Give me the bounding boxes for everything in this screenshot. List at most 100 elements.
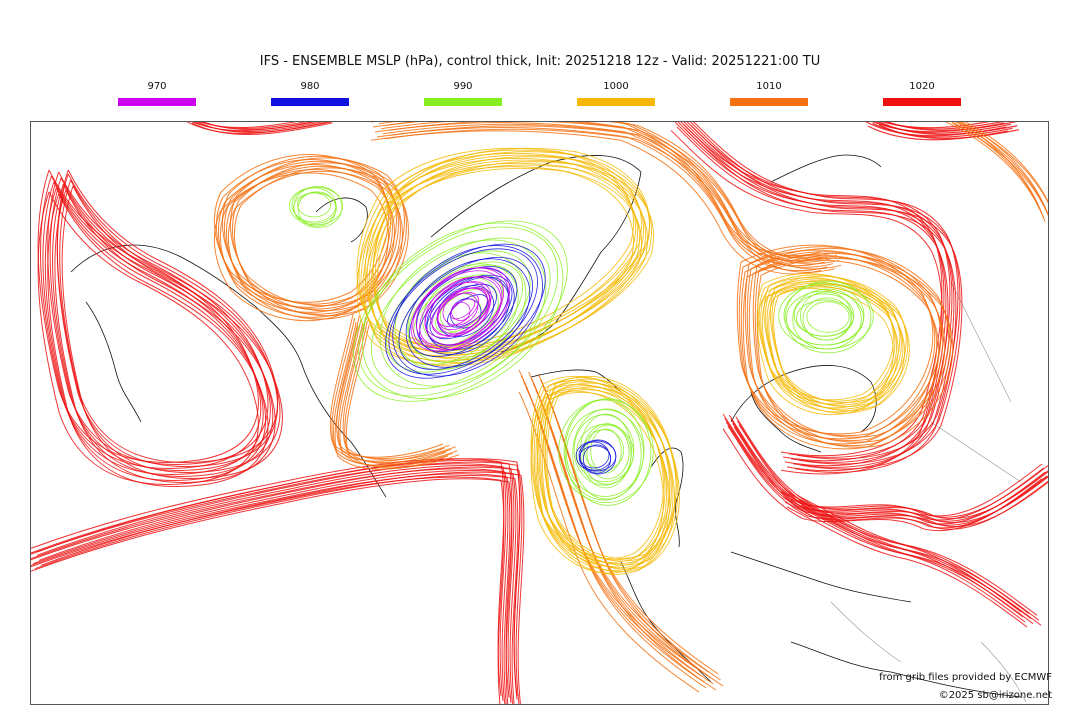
isobar-1020 (44, 187, 267, 481)
isobar-1010 (345, 324, 460, 469)
isobar-1020 (40, 175, 262, 469)
isobar-1020 (878, 124, 1020, 139)
isobar-1020 (42, 181, 264, 475)
isobar-990 (786, 290, 864, 346)
isobar-1020 (31, 476, 505, 704)
isobar-1020 (722, 428, 1043, 532)
isobar-1010 (374, 122, 826, 267)
isobar-1000 (760, 281, 898, 409)
isobar-1000 (356, 166, 634, 365)
isobar-990 (289, 186, 343, 226)
isobar-1020 (674, 122, 947, 467)
isobar-1020 (31, 468, 509, 704)
isobar-1020 (187, 122, 328, 134)
isobar-1020 (724, 417, 1044, 521)
isobar-1010 (955, 122, 1048, 216)
legend-item-1020: 1020 (882, 80, 962, 106)
isobar-970 (419, 276, 503, 347)
source-credit: from grib files provided by ECMWF (879, 672, 1052, 683)
isobar-990 (297, 191, 337, 227)
isobar-1020 (872, 122, 1005, 133)
isobar-1000 (763, 274, 901, 402)
isobar-990 (353, 220, 568, 402)
isobar-970 (437, 287, 488, 331)
legend-label: 1020 (909, 81, 935, 92)
legend-swatch (883, 98, 961, 106)
isobar-1020 (194, 122, 324, 132)
isobar-1010 (390, 125, 842, 270)
isobar-1000 (545, 382, 679, 566)
isobar-990 (558, 398, 654, 504)
isobar-1020 (733, 427, 1048, 530)
isobar-1010 (736, 244, 934, 435)
isobar-990 (796, 299, 854, 337)
isobar-1020 (38, 466, 523, 704)
isobar-1020 (54, 189, 276, 483)
isobar-1020 (31, 463, 507, 702)
isobar-970 (424, 276, 502, 346)
isobar-1020 (37, 169, 259, 463)
isobar-1020 (31, 473, 511, 704)
isobar-1020 (796, 494, 1038, 616)
isobar-990 (572, 408, 642, 500)
isobar-1020 (31, 465, 515, 703)
isobar-990 (583, 429, 625, 471)
isobar-970 (412, 270, 505, 349)
isobar-1020 (792, 503, 1034, 625)
isobar-990 (293, 186, 343, 229)
isobar-1000 (530, 390, 664, 574)
isobar-970 (430, 281, 491, 337)
isobar-1000 (769, 275, 907, 404)
isobar-1000 (372, 148, 650, 347)
legend-label: 1010 (756, 81, 782, 92)
isobar-980 (436, 285, 495, 338)
isobar-1000 (543, 375, 677, 559)
isobar-1000 (546, 386, 680, 570)
legend-swatch (730, 98, 808, 106)
isobar-1020 (867, 125, 1008, 141)
isobar-1020 (798, 499, 1040, 621)
isobar-990 (582, 423, 632, 485)
isobar-970 (442, 292, 479, 326)
isobar-1000 (541, 389, 676, 573)
isobar-990 (566, 409, 644, 497)
isobar-990 (370, 237, 551, 390)
isobar-1000 (537, 391, 671, 575)
isobar-1000 (771, 279, 909, 408)
isobar-990 (385, 250, 531, 373)
legend-swatch (271, 98, 349, 106)
isobar-1020 (32, 470, 517, 704)
isobar-1000 (773, 283, 910, 412)
isobar-1010 (756, 258, 954, 448)
isobar-1000 (768, 286, 906, 414)
isobar-1020 (47, 171, 269, 465)
coastlines (70, 154, 1022, 698)
isobar-1020 (34, 475, 519, 704)
isobar-1020 (40, 471, 525, 704)
isobar-990 (563, 399, 645, 501)
isobar-990 (564, 398, 652, 506)
isobar-990 (586, 424, 630, 480)
isobar-1000 (370, 164, 648, 364)
isobar-990 (590, 428, 622, 474)
isobar-970 (424, 281, 492, 338)
isobar-990 (297, 192, 331, 218)
isobar-1020 (886, 122, 1016, 131)
isobar-1020 (865, 122, 1007, 137)
isobar-980 (388, 248, 538, 375)
isobar-1000 (765, 278, 902, 406)
isobar-contours (31, 122, 1048, 704)
isobar-1020 (191, 122, 333, 135)
isobar-1010 (952, 122, 1048, 217)
isobar-1020 (36, 461, 521, 700)
legend-item-1000: 1000 (576, 80, 656, 106)
isobar-1010 (339, 323, 453, 467)
isobar-1020 (881, 122, 991, 129)
isobar-990 (398, 261, 524, 366)
isobar-990 (358, 226, 559, 397)
legend-item-970: 970 (117, 80, 197, 106)
isobar-970 (415, 267, 510, 351)
isobar-980 (578, 441, 610, 469)
isobar-990 (806, 301, 850, 333)
isobar-1020 (191, 122, 314, 131)
